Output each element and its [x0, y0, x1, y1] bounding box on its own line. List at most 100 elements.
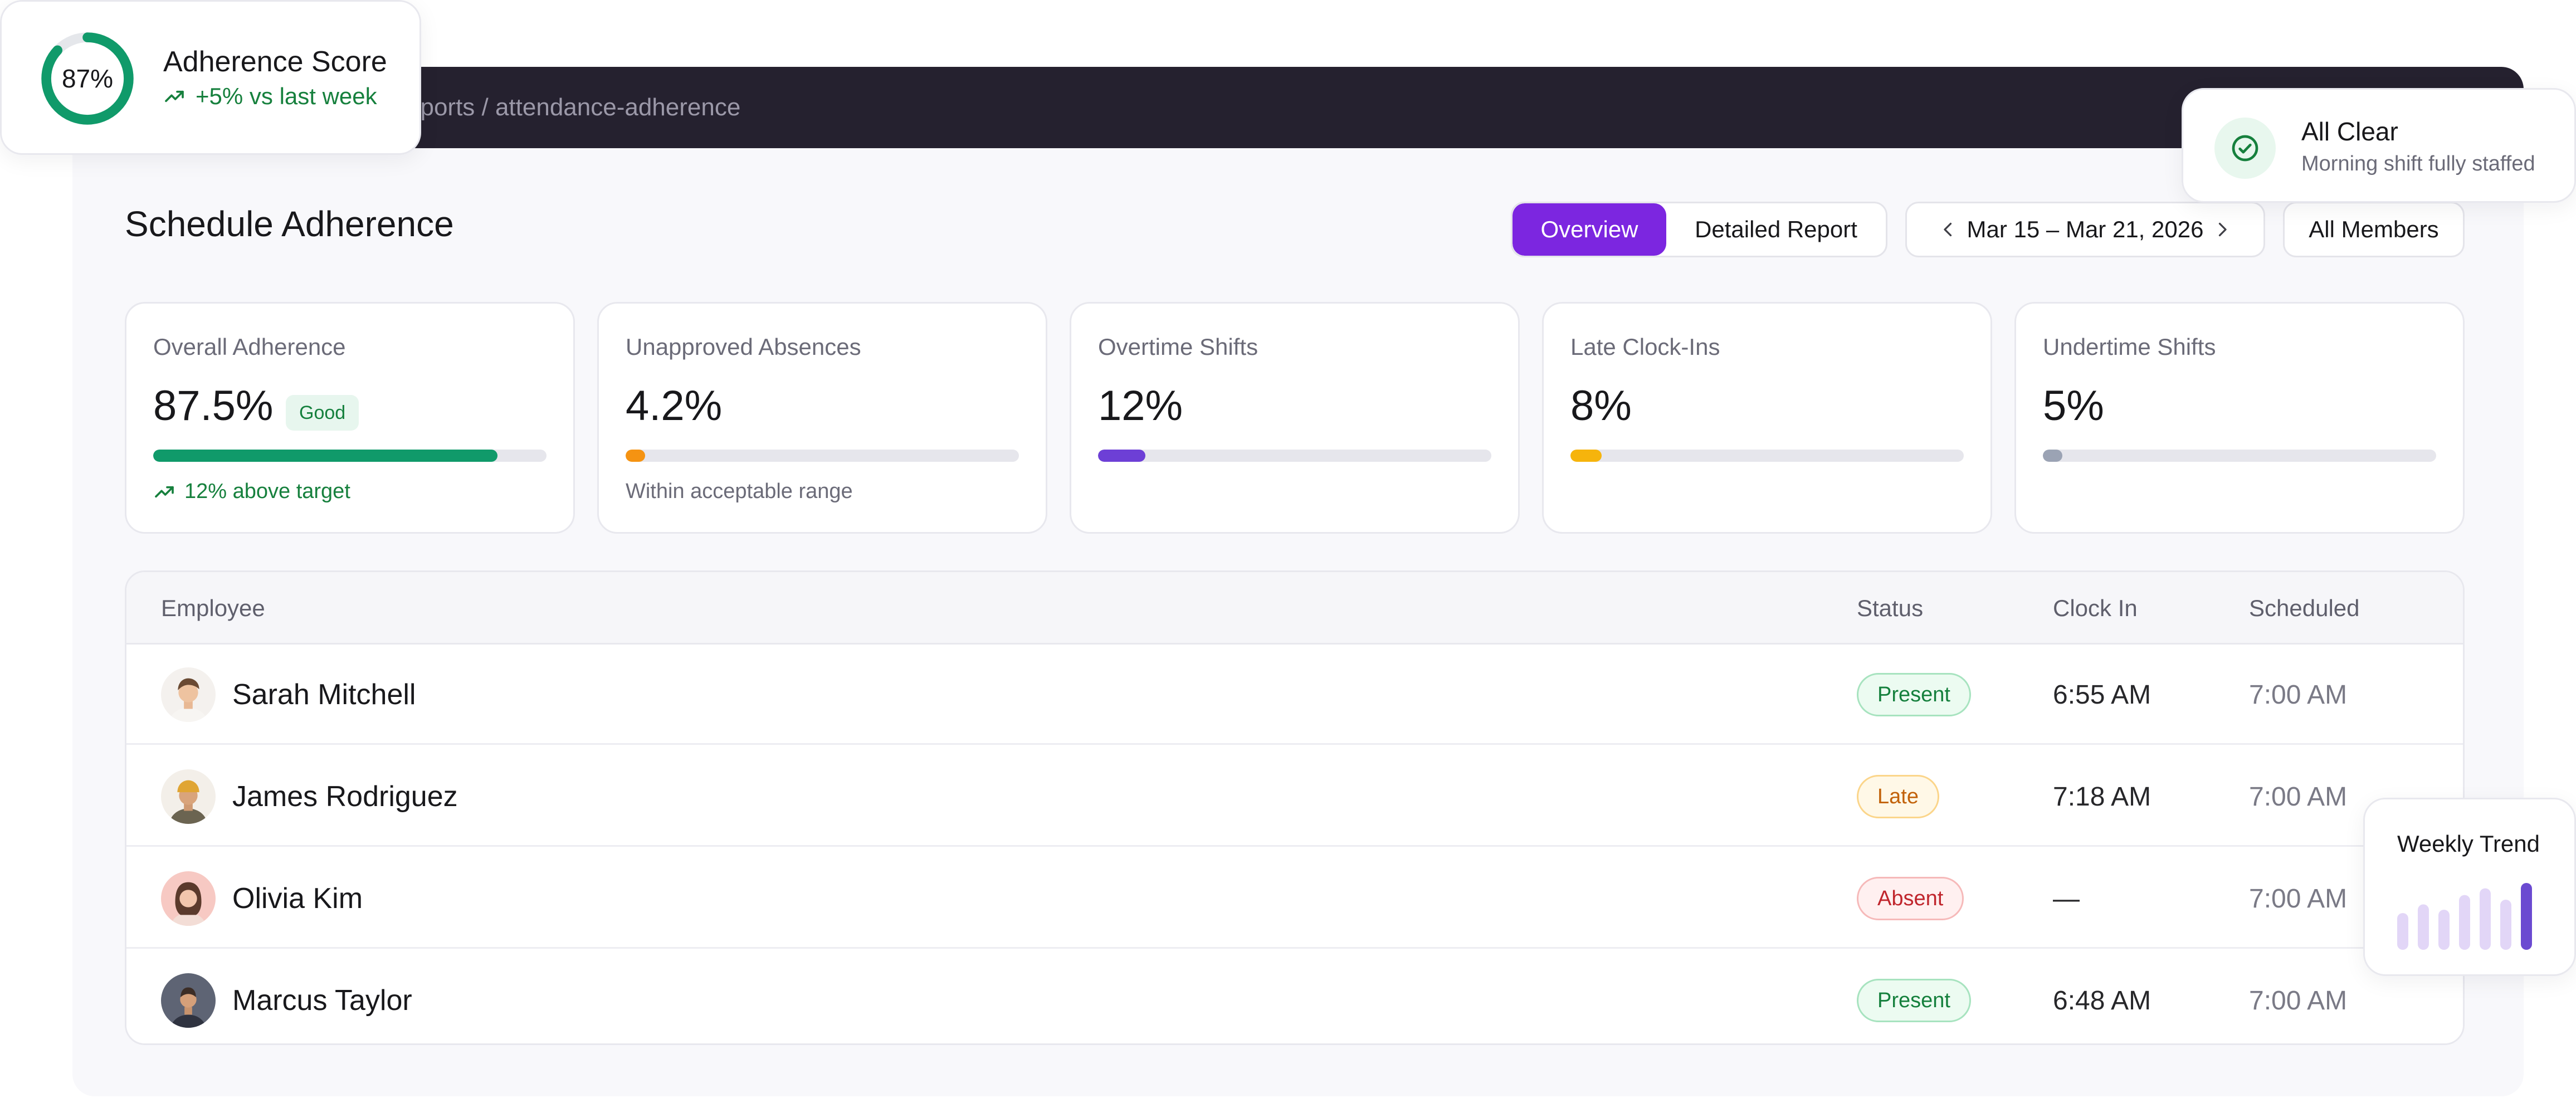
- table-row[interactable]: Sarah Mitchell Present 6:55 AM 7:00 AM: [126, 645, 2463, 745]
- status-title: All Clear: [2301, 117, 2398, 146]
- score-ring: [41, 32, 134, 125]
- column-status[interactable]: Status: [1857, 595, 1924, 621]
- stat-footer-text: 12% above target: [184, 480, 350, 503]
- trend-bar: [2418, 904, 2429, 950]
- stat-value: 5%: [2043, 382, 2104, 430]
- progress-fill: [1098, 450, 1145, 462]
- chevron-left-icon[interactable]: [1938, 219, 1958, 240]
- view-toggle: Overview Detailed Report: [1511, 202, 1887, 257]
- tab-detailed-report[interactable]: Detailed Report: [1695, 216, 1857, 242]
- status-cell: Present: [1857, 645, 1971, 745]
- adherence-score-card: 87% Adherence Score +5% vs last week: [0, 0, 421, 155]
- progress-track: [2043, 450, 2436, 462]
- tab-overview[interactable]: Overview: [1513, 203, 1666, 256]
- column-clock-in[interactable]: Clock In: [2053, 595, 2138, 621]
- check-circle-icon: [2214, 118, 2276, 179]
- table-row[interactable]: Marcus Taylor Present 6:48 AM 7:00 AM: [126, 950, 2463, 1043]
- stat-value: 4.2%: [626, 382, 723, 430]
- table-row[interactable]: Olivia Kim Absent — 7:00 AM: [126, 848, 2463, 949]
- clock-in-cell: 6:48 AM: [2053, 985, 2151, 1016]
- breadcrumb[interactable]: eports / attendance-adherence: [407, 94, 741, 121]
- progress-fill: [626, 450, 646, 462]
- stat-label: Late Clock-Ins: [1570, 334, 1720, 360]
- status-cell: Absent: [1857, 848, 1964, 949]
- employee-cell: Marcus Taylor: [161, 950, 412, 1043]
- status-cell: Present: [1857, 950, 1971, 1043]
- scheduled-cell: 7:00 AM: [2249, 782, 2348, 812]
- status-badge: Good: [286, 395, 359, 431]
- column-scheduled[interactable]: Scheduled: [2249, 595, 2360, 621]
- column-employee[interactable]: Employee: [161, 595, 265, 621]
- score-change: +5% vs last week: [163, 83, 377, 110]
- scheduled-cell: 7:00 AM: [2249, 884, 2348, 914]
- status-badge: Late: [1857, 775, 1939, 818]
- stat-footer: 12% above target: [153, 480, 350, 504]
- status-subtitle: Morning shift fully staffed: [2301, 152, 2535, 175]
- progress-fill: [1570, 450, 1602, 462]
- scheduled-cell: 7:00 AM: [2249, 680, 2348, 710]
- stat-card: Undertime Shifts 5%: [2014, 302, 2465, 534]
- employee-cell: James Rodriguez: [161, 746, 458, 847]
- employee-name: Sarah Mitchell: [232, 679, 416, 711]
- employee-cell: Olivia Kim: [161, 848, 363, 949]
- stat-label: Unapproved Absences: [626, 334, 861, 360]
- stat-label: Undertime Shifts: [2043, 334, 2216, 360]
- stat-card: Overall Adherence 87.5% Good 12% above targ…: [125, 302, 575, 534]
- employee-name: Olivia Kim: [232, 882, 363, 915]
- trending-up-icon: [155, 486, 174, 497]
- avatar: [161, 667, 216, 722]
- members-filter-button[interactable]: All Members: [2283, 202, 2465, 257]
- clock-in-cell: 7:18 AM: [2053, 782, 2151, 812]
- stat-label: Overtime Shifts: [1098, 334, 1258, 360]
- date-range-label[interactable]: Mar 15 – Mar 21, 2026: [1967, 216, 2204, 242]
- employee-name: Marcus Taylor: [232, 984, 412, 1017]
- trend-title: Weekly Trend: [2397, 831, 2540, 857]
- trend-bar: [2480, 888, 2491, 950]
- status-cell: Late: [1857, 746, 1939, 847]
- status-badge: Absent: [1857, 877, 1964, 920]
- stat-card: Unapproved Absences 4.2% Within acceptable…: [597, 302, 1047, 534]
- clock-in-cell: 6:55 AM: [2053, 680, 2151, 710]
- clock-in-cell: —: [2053, 884, 2080, 914]
- table-row[interactable]: James Rodriguez Late 7:18 AM 7:00 AM: [126, 746, 2463, 847]
- trend-bar: [2438, 910, 2450, 950]
- weekly-trend-card: Weekly Trend: [2363, 798, 2576, 976]
- trending-up-icon: [165, 90, 184, 103]
- progress-track: [153, 450, 547, 462]
- trend-bars: [2397, 883, 2532, 950]
- score-change-text: +5% vs last week: [196, 83, 377, 109]
- date-range-picker: Mar 15 – Mar 21, 2026: [1905, 202, 2265, 257]
- trend-bar: [2397, 913, 2408, 950]
- avatar: [161, 871, 216, 926]
- progress-track: [1570, 450, 1964, 462]
- attendance-table: Employee Status Clock In Scheduled Sarah…: [125, 570, 2465, 1045]
- progress-track: [626, 450, 1019, 462]
- stat-footer-text: Within acceptable range: [626, 480, 853, 503]
- chevron-right-icon[interactable]: [2212, 219, 2232, 240]
- top-app-bar: [72, 67, 2524, 148]
- trend-bar: [2459, 895, 2470, 950]
- trend-bar: [2500, 900, 2511, 950]
- status-badge: Present: [1857, 673, 1971, 716]
- stat-footer: Within acceptable range: [626, 480, 853, 504]
- status-badge: Present: [1857, 979, 1971, 1022]
- score-value: 87%: [61, 64, 114, 93]
- page-title: Schedule Adherence: [125, 204, 454, 244]
- stat-card: Overtime Shifts 12%: [1070, 302, 1520, 534]
- table-header: Employee Status Clock In Scheduled: [126, 572, 2463, 645]
- stat-value: 12%: [1098, 382, 1183, 430]
- scheduled-cell: 7:00 AM: [2249, 985, 2348, 1016]
- score-title: Adherence Score: [163, 46, 387, 78]
- stat-card: Late Clock-Ins 8%: [1542, 302, 1992, 534]
- progress-track: [1098, 450, 1491, 462]
- progress-fill: [2043, 450, 2063, 462]
- trend-bar: [2521, 883, 2532, 950]
- avatar: [161, 973, 216, 1028]
- employee-cell: Sarah Mitchell: [161, 645, 416, 745]
- employee-name: James Rodriguez: [232, 780, 458, 813]
- stat-value: 8%: [1570, 382, 1632, 430]
- stat-value: 87.5%: [153, 382, 274, 430]
- stat-label: Overall Adherence: [153, 334, 346, 360]
- avatar: [161, 769, 216, 824]
- status-toast[interactable]: All Clear Morning shift fully staffed: [2182, 88, 2576, 203]
